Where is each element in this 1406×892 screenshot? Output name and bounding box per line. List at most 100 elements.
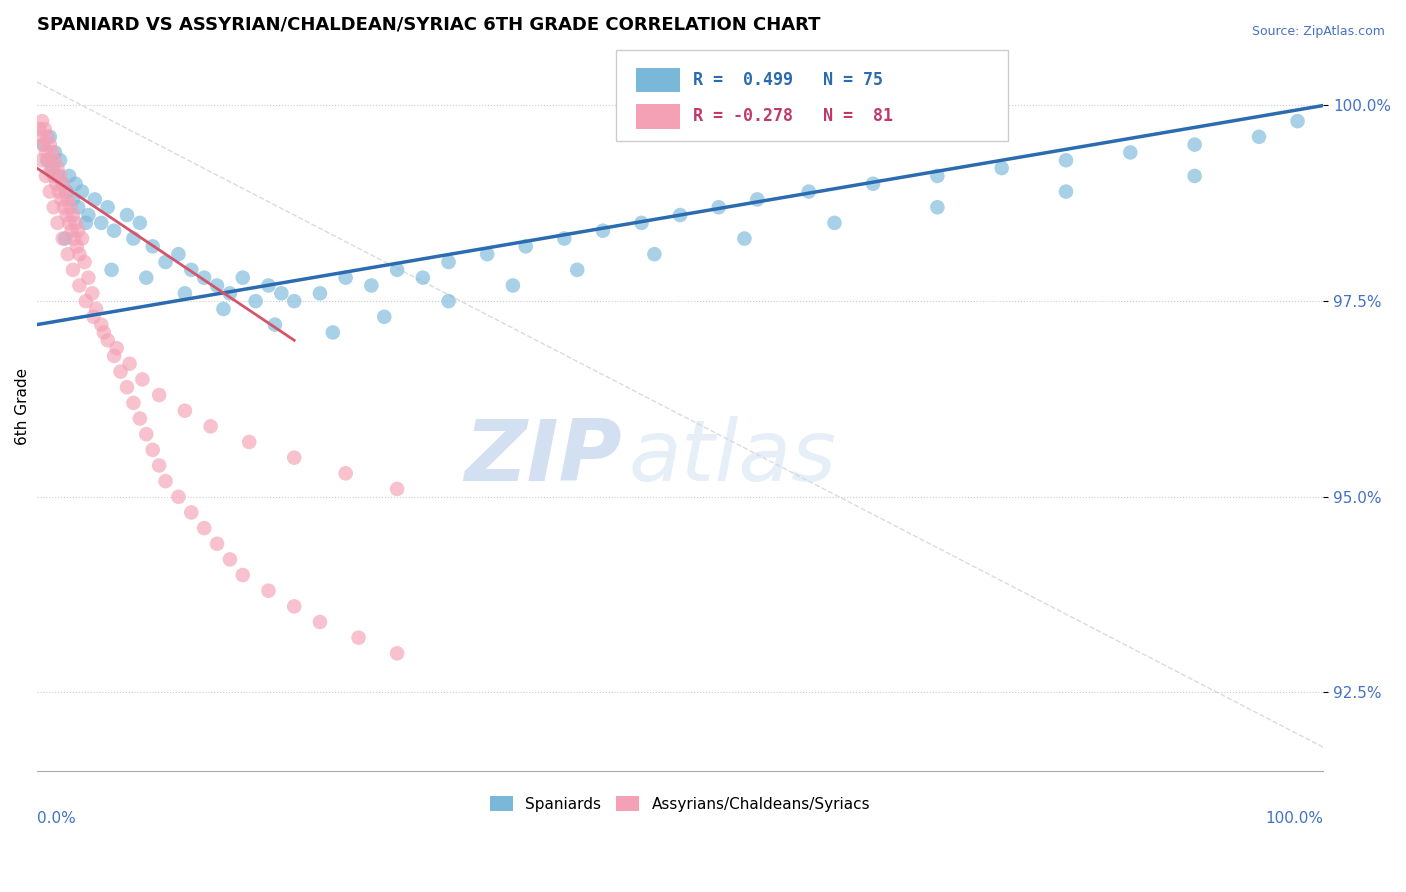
Point [67, 247, 90, 261]
Point [100, 263, 122, 277]
Point [93, 326, 115, 340]
Point [180, 505, 202, 519]
Point [205, 278, 228, 293]
Point [733, 231, 755, 245]
Point [75, 216, 97, 230]
Point [747, 193, 769, 207]
Point [52, 177, 75, 191]
Point [118, 357, 141, 371]
Point [232, 568, 254, 582]
Point [283, 450, 305, 465]
Point [205, 537, 228, 551]
Point [245, 294, 267, 309]
Point [38, 153, 60, 168]
FancyBboxPatch shape [616, 50, 1008, 141]
Point [193, 521, 215, 535]
Point [37, 153, 59, 168]
Point [1184, 137, 1206, 152]
Point [67, 224, 90, 238]
Point [70, 185, 93, 199]
Point [385, 646, 408, 660]
Point [103, 224, 125, 238]
Point [283, 294, 305, 309]
Point [90, 216, 112, 230]
Point [46, 161, 69, 175]
Point [65, 177, 87, 191]
Text: ZIP: ZIP [464, 417, 623, 500]
Point [135, 427, 157, 442]
Point [41, 161, 63, 175]
Text: Source: ZipAtlas.com: Source: ZipAtlas.com [1251, 25, 1385, 38]
Point [122, 396, 145, 410]
Point [62, 263, 84, 277]
Point [35, 145, 58, 160]
Point [475, 247, 498, 261]
Point [592, 224, 614, 238]
Point [42, 169, 65, 183]
Point [67, 278, 90, 293]
Point [52, 200, 75, 214]
Point [155, 474, 177, 488]
Point [1247, 129, 1270, 144]
Point [200, 419, 222, 434]
Point [373, 310, 395, 324]
Legend: Spaniards, Assyrians/Chaldeans/Syriacs: Spaniards, Assyrians/Chaldeans/Syriacs [484, 789, 876, 818]
Point [73, 255, 96, 269]
Point [55, 185, 77, 199]
Point [44, 153, 66, 168]
Point [322, 326, 344, 340]
Point [35, 169, 58, 183]
Text: atlas: atlas [628, 417, 837, 500]
Point [669, 208, 692, 222]
Point [630, 216, 652, 230]
Point [37, 129, 59, 144]
Point [173, 286, 195, 301]
Point [385, 263, 408, 277]
Point [30, 129, 52, 144]
Point [128, 216, 150, 230]
Point [238, 435, 260, 450]
Point [1286, 114, 1309, 128]
Point [335, 467, 357, 481]
Point [55, 208, 77, 222]
Point [32, 137, 55, 152]
Point [385, 482, 408, 496]
Point [257, 583, 280, 598]
Point [990, 161, 1012, 175]
Point [180, 263, 202, 277]
Point [515, 239, 537, 253]
Point [52, 177, 75, 191]
Point [42, 200, 65, 214]
Point [264, 318, 287, 332]
Point [437, 255, 460, 269]
Point [437, 294, 460, 309]
Point [38, 129, 60, 144]
Point [38, 185, 60, 199]
Point [232, 270, 254, 285]
Point [46, 169, 69, 183]
Point [58, 216, 80, 230]
Point [67, 200, 90, 214]
Point [84, 301, 107, 316]
Point [707, 200, 730, 214]
Point [862, 177, 884, 191]
Point [31, 114, 53, 128]
FancyBboxPatch shape [637, 68, 681, 93]
Point [66, 239, 89, 253]
Point [32, 137, 55, 152]
Point [257, 278, 280, 293]
Point [1054, 185, 1077, 199]
Point [41, 145, 63, 160]
Point [65, 216, 87, 230]
Text: 100.0%: 100.0% [1265, 811, 1323, 826]
Point [60, 224, 83, 238]
Point [142, 442, 165, 457]
Point [31, 153, 53, 168]
Point [58, 169, 80, 183]
Point [148, 458, 170, 473]
Point [90, 318, 112, 332]
Point [70, 231, 93, 245]
Point [44, 145, 66, 160]
Point [110, 365, 132, 379]
Point [212, 301, 235, 316]
